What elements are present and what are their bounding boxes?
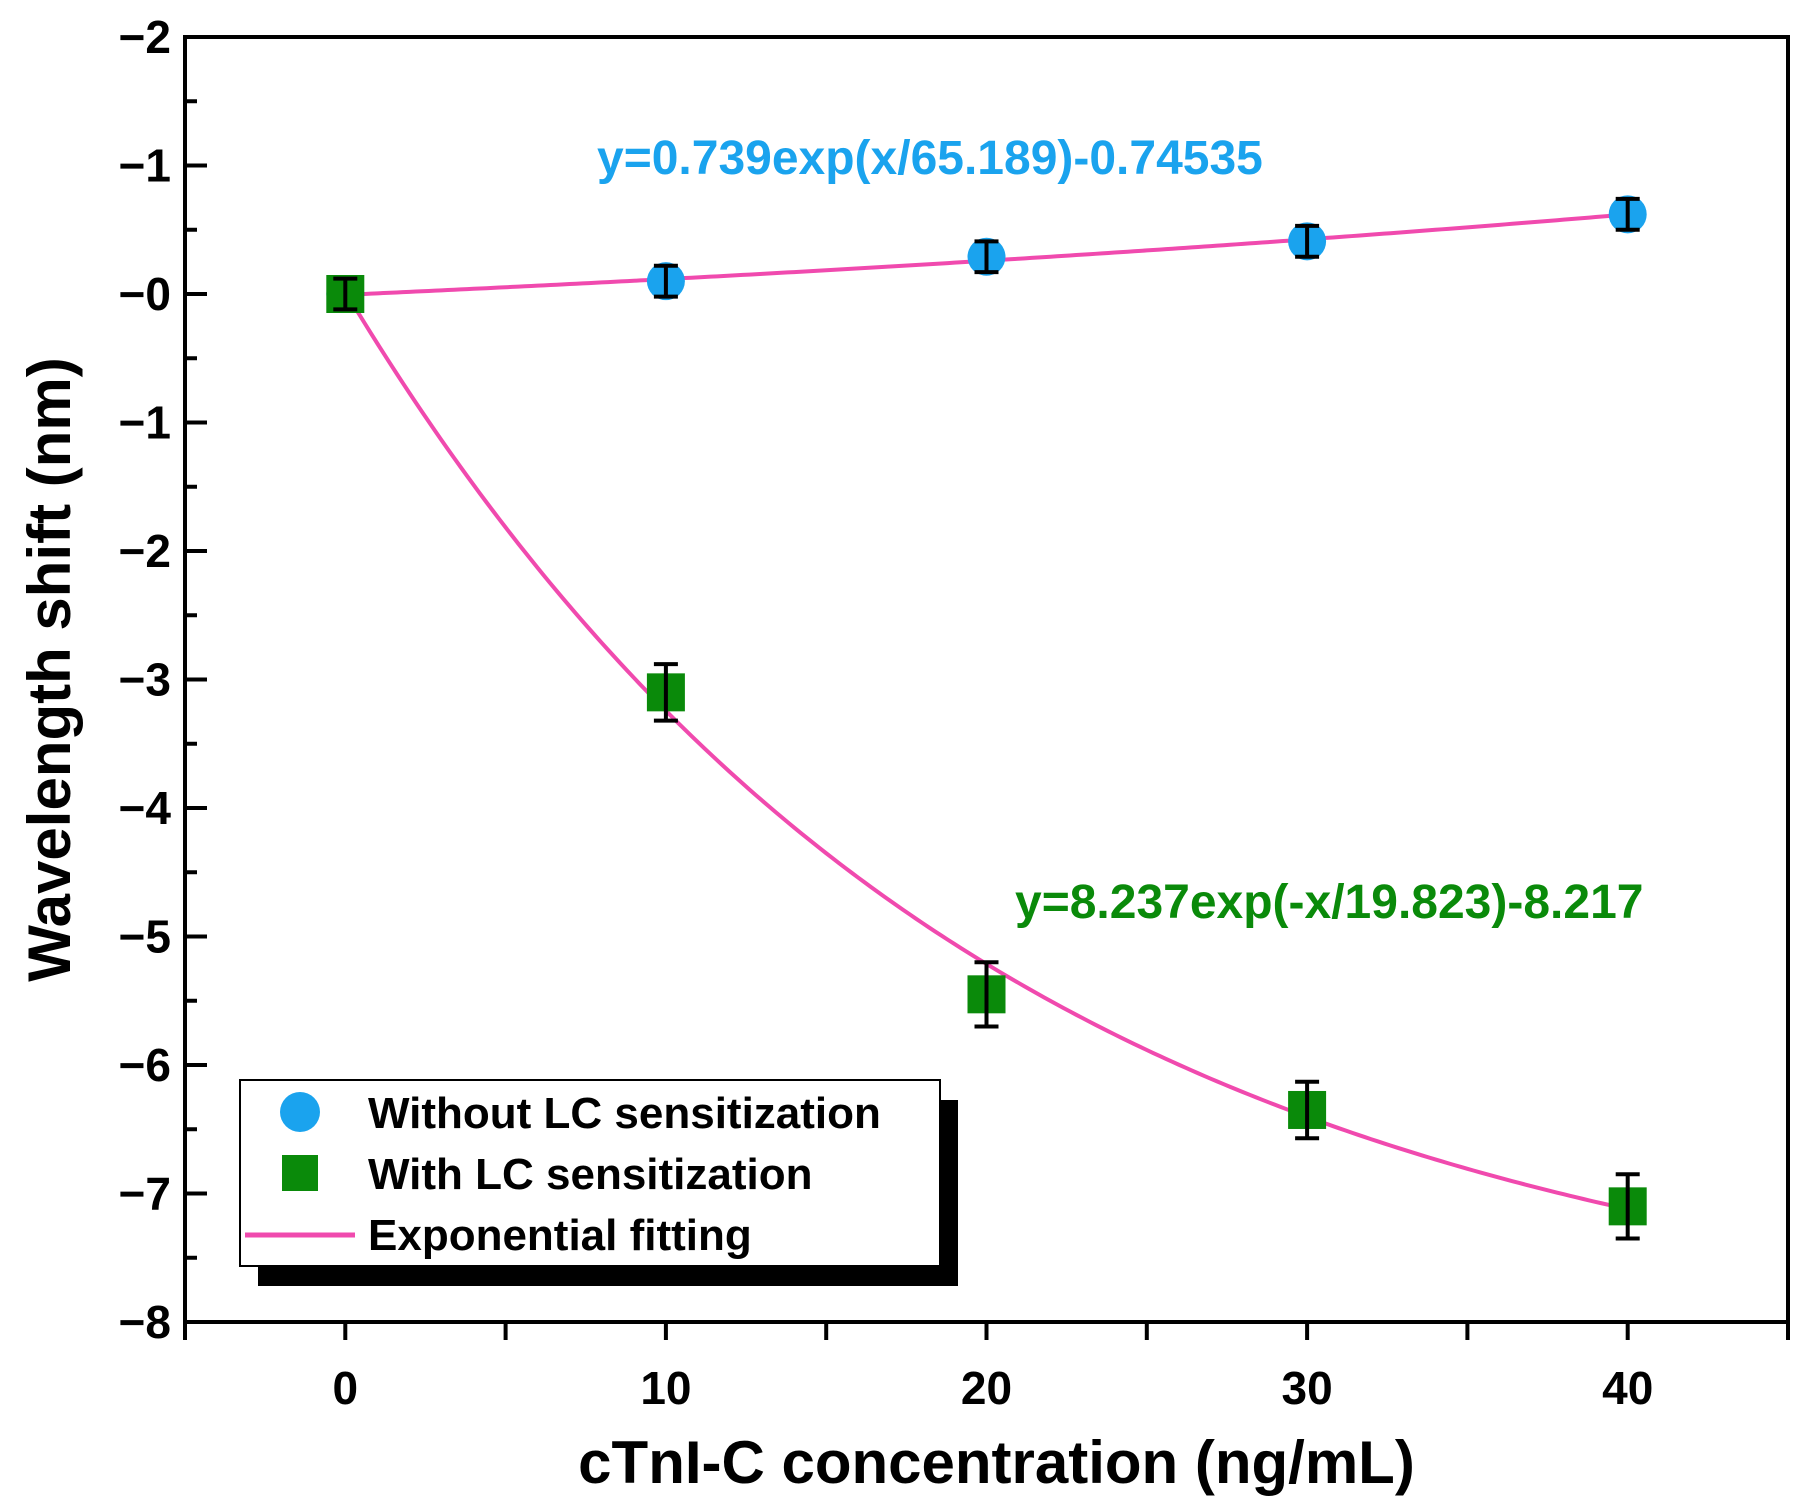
y-tick-label: −6 bbox=[119, 1039, 171, 1091]
x-tick-label: 10 bbox=[640, 1362, 691, 1414]
fit-curves bbox=[343, 212, 1629, 1212]
legend-box bbox=[239, 1079, 941, 1267]
data-point bbox=[1288, 222, 1327, 261]
data-point bbox=[1608, 1172, 1647, 1241]
y-tick-label: −7 bbox=[119, 1168, 171, 1220]
legend-label-fit: Exponential fitting bbox=[368, 1211, 752, 1260]
data-point bbox=[1288, 1079, 1327, 1141]
y-tick-label: −1 bbox=[119, 397, 171, 449]
legend-marker-square bbox=[282, 1155, 318, 1191]
data-series bbox=[326, 195, 1647, 1241]
fit-curve-with-lc bbox=[343, 290, 1629, 1212]
y-tick-label: −4 bbox=[119, 782, 172, 834]
y-tick-label: −1 bbox=[119, 140, 171, 192]
y-tick-label: −8 bbox=[119, 1296, 171, 1348]
legend-label-with-lc: With LC sensitization bbox=[368, 1150, 813, 1199]
x-tick-label: 30 bbox=[1282, 1362, 1333, 1414]
data-point bbox=[1608, 195, 1647, 234]
fit-equation-without-lc: y=0.739exp(x/65.189)-0.74535 bbox=[597, 132, 1263, 185]
x-axis-title: cTnI-C concentration (ng/mL) bbox=[578, 1429, 1415, 1496]
y-axis: −2 −1 −0 −1 −2 −3 −4 −5 −6 −7 −8 bbox=[119, 11, 207, 1348]
x-tick-label: 0 bbox=[333, 1362, 359, 1414]
legend-label-without-lc: Without LC sensitization bbox=[368, 1089, 881, 1138]
x-tick-label: 40 bbox=[1602, 1362, 1653, 1414]
data-point bbox=[967, 960, 1006, 1029]
data-point bbox=[967, 237, 1006, 276]
y-tick-label: −3 bbox=[119, 654, 171, 706]
x-tick-label: 20 bbox=[961, 1362, 1012, 1414]
data-point bbox=[646, 262, 685, 301]
legend-marker-circle bbox=[280, 1092, 320, 1132]
y-tick-label: −2 bbox=[119, 11, 171, 63]
y-tick-label: −2 bbox=[119, 525, 171, 577]
legend: Without LC sensitization With LC sensiti… bbox=[239, 1079, 958, 1286]
data-point bbox=[326, 275, 365, 313]
fit-equation-with-lc: y=8.237exp(-x/19.823)-8.217 bbox=[1015, 876, 1643, 929]
x-axis: 0 10 20 30 40 bbox=[183, 1322, 1790, 1414]
data-point bbox=[646, 662, 685, 723]
y-tick-label: −0 bbox=[119, 268, 171, 320]
y-axis-title: Wavelength shift (nm) bbox=[16, 357, 83, 981]
y-tick-label: −5 bbox=[119, 911, 171, 963]
